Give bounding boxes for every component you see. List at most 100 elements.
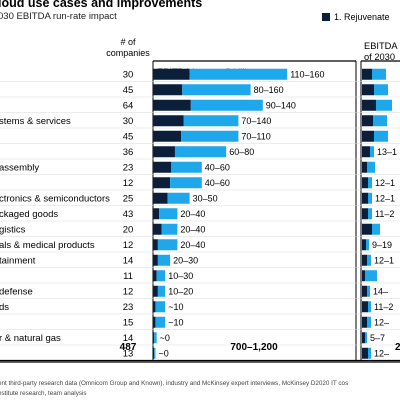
footnote-line1: ent third-party research data (Omnicom G… <box>0 380 349 387</box>
impact-range-label: 40–60 <box>205 162 230 172</box>
total-companies: 487 <box>120 342 137 353</box>
impact-range-label: 20–40 <box>180 209 205 219</box>
companies-value: 12 <box>123 178 134 189</box>
category-label: ckaged goods <box>0 209 58 220</box>
category-label: r & natural gas <box>0 333 61 344</box>
bar-second-segment <box>154 347 156 359</box>
companies-value: 12 <box>123 240 134 251</box>
companies-value: 14 <box>123 333 134 344</box>
right-bar-dark <box>362 192 368 204</box>
right-bar-dark <box>362 161 367 173</box>
chart-subtitle: 030 EBITDA run-rate impact <box>0 11 117 22</box>
right-bar-dark <box>362 239 366 251</box>
bar-rejuvenate <box>153 347 155 359</box>
impact-range-label: 20–30 <box>173 255 198 265</box>
right-range-label: 14– <box>373 286 388 296</box>
right-bar-blue <box>374 84 388 96</box>
bar-rejuvenate <box>153 316 156 328</box>
right-bar-blue <box>367 285 370 297</box>
companies-value: 23 <box>123 162 134 173</box>
companies-value: 45 <box>123 131 134 142</box>
right-bar-dark <box>362 254 367 266</box>
right-bar-blue <box>376 99 392 111</box>
companies-header: # of companies <box>104 37 152 59</box>
right-bar-dark <box>362 115 373 127</box>
right-bar-dark <box>362 316 367 328</box>
impact-range-label: 60–80 <box>229 147 254 157</box>
impact-range-label: ~0 <box>160 333 170 343</box>
companies-value: 15 <box>123 317 134 328</box>
companies-value: 11 <box>123 271 133 282</box>
bar-rejuvenate <box>153 130 182 142</box>
right-bar-dark <box>362 223 372 235</box>
impact-range-label: 10–20 <box>168 286 193 296</box>
bar-rejuvenate <box>153 223 162 235</box>
right-bar-dark <box>362 332 365 344</box>
bar-rejuvenate <box>153 239 158 251</box>
bar-second-segment <box>190 99 263 111</box>
right-range-label: 11–2 <box>375 209 394 219</box>
right-bar-blue <box>368 347 371 359</box>
impact-range-label: 70–140 <box>241 116 271 126</box>
right-bar-dark <box>362 99 376 111</box>
right-range-label: 13–1 <box>377 147 397 157</box>
impact-range-label: 80–160 <box>254 85 284 95</box>
bar-second-segment <box>170 177 202 189</box>
right-bar-dark <box>362 146 370 158</box>
category-label: stems & services <box>0 116 71 127</box>
right-range-label: 12– <box>374 348 389 358</box>
right-bar-blue <box>367 316 371 328</box>
right-bar-blue <box>367 254 371 266</box>
right-range-label: 12– <box>374 317 389 327</box>
legend-label-rejuvenate: 1. Rejuvenate <box>334 12 390 22</box>
right-range-label: 5–7 <box>370 333 385 343</box>
bar-rejuvenate <box>153 115 184 127</box>
right-range-label: 9–19 <box>372 240 392 250</box>
right-range-label: 12–1 <box>375 193 395 203</box>
right-bar-dark <box>362 84 374 96</box>
bar-second-segment <box>174 146 227 158</box>
bar-second-segment <box>161 223 178 235</box>
bar-second-segment <box>181 130 239 142</box>
companies-value: 30 <box>123 69 134 80</box>
companies-value: 13 <box>123 348 134 359</box>
right-bar-dark <box>362 347 368 359</box>
bar-rejuvenate <box>153 332 155 344</box>
right-bar-blue <box>370 146 374 158</box>
bar-rejuvenate <box>153 84 183 96</box>
bar-second-segment <box>154 332 157 344</box>
right-header-line1: EBITDA i <box>364 41 400 51</box>
bar-rejuvenate <box>153 146 175 158</box>
right-range-label: 12–1 <box>374 255 394 265</box>
right-header-line2: of 2030 <box>364 52 395 62</box>
bar-second-segment <box>157 285 166 297</box>
bar-second-segment <box>157 254 171 266</box>
bar-rejuvenate <box>153 68 190 80</box>
category-label: als & medical products <box>0 240 95 251</box>
bar-second-segment <box>189 68 288 80</box>
companies-value: 64 <box>123 100 134 111</box>
chart-title: loud use cases and improvements <box>0 0 203 10</box>
companies-value: 14 <box>123 255 134 266</box>
impact-range-label: ~10 <box>168 302 183 312</box>
right-bar-blue <box>367 161 375 173</box>
bar-rejuvenate <box>153 208 160 220</box>
bar-rejuvenate <box>153 161 172 173</box>
right-bar-blue <box>368 177 372 189</box>
footnote-line2: nstitute research, team analysis <box>0 390 87 397</box>
category-label: defense <box>0 286 33 297</box>
bar-second-segment <box>157 239 178 251</box>
category-label: tainment <box>0 255 36 266</box>
category-label: gistics <box>0 224 26 235</box>
bar-rejuvenate <box>153 99 191 111</box>
legend-swatch-rejuvenate <box>322 13 330 21</box>
category-label: ds <box>0 302 9 313</box>
right-bar-blue <box>368 192 372 204</box>
right-bar-blue <box>374 130 388 142</box>
bar-second-segment <box>155 301 166 313</box>
bar-second-segment <box>159 208 178 220</box>
companies-value: 12 <box>123 286 134 297</box>
right-bar-blue <box>365 332 367 344</box>
companies-value: 20 <box>123 224 134 235</box>
